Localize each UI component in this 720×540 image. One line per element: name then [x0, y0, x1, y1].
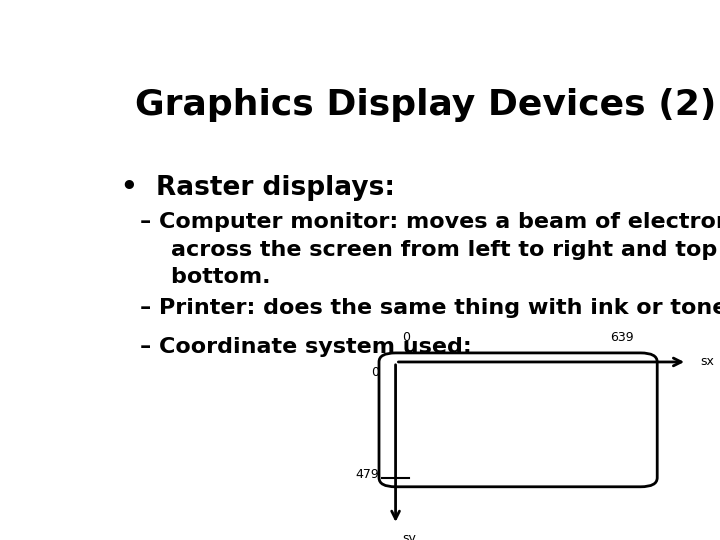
Text: – Printer: does the same thing with ink or toner.: – Printer: does the same thing with ink … — [140, 298, 720, 318]
Text: – Computer monitor: moves a beam of electrons
    across the screen from left to: – Computer monitor: moves a beam of elec… — [140, 212, 720, 287]
Text: •  Raster displays:: • Raster displays: — [121, 175, 395, 201]
FancyBboxPatch shape — [379, 353, 657, 487]
Text: sy: sy — [402, 532, 416, 540]
Text: sx: sx — [701, 355, 714, 368]
Text: 0: 0 — [402, 331, 410, 344]
Text: 0: 0 — [371, 366, 379, 379]
Text: – Coordinate system used:: – Coordinate system used: — [140, 337, 472, 357]
Text: Graphics Display Devices (2): Graphics Display Devices (2) — [135, 87, 716, 122]
Text: 59: 59 — [609, 451, 634, 470]
Text: 479: 479 — [355, 468, 379, 481]
Text: 639: 639 — [611, 331, 634, 344]
